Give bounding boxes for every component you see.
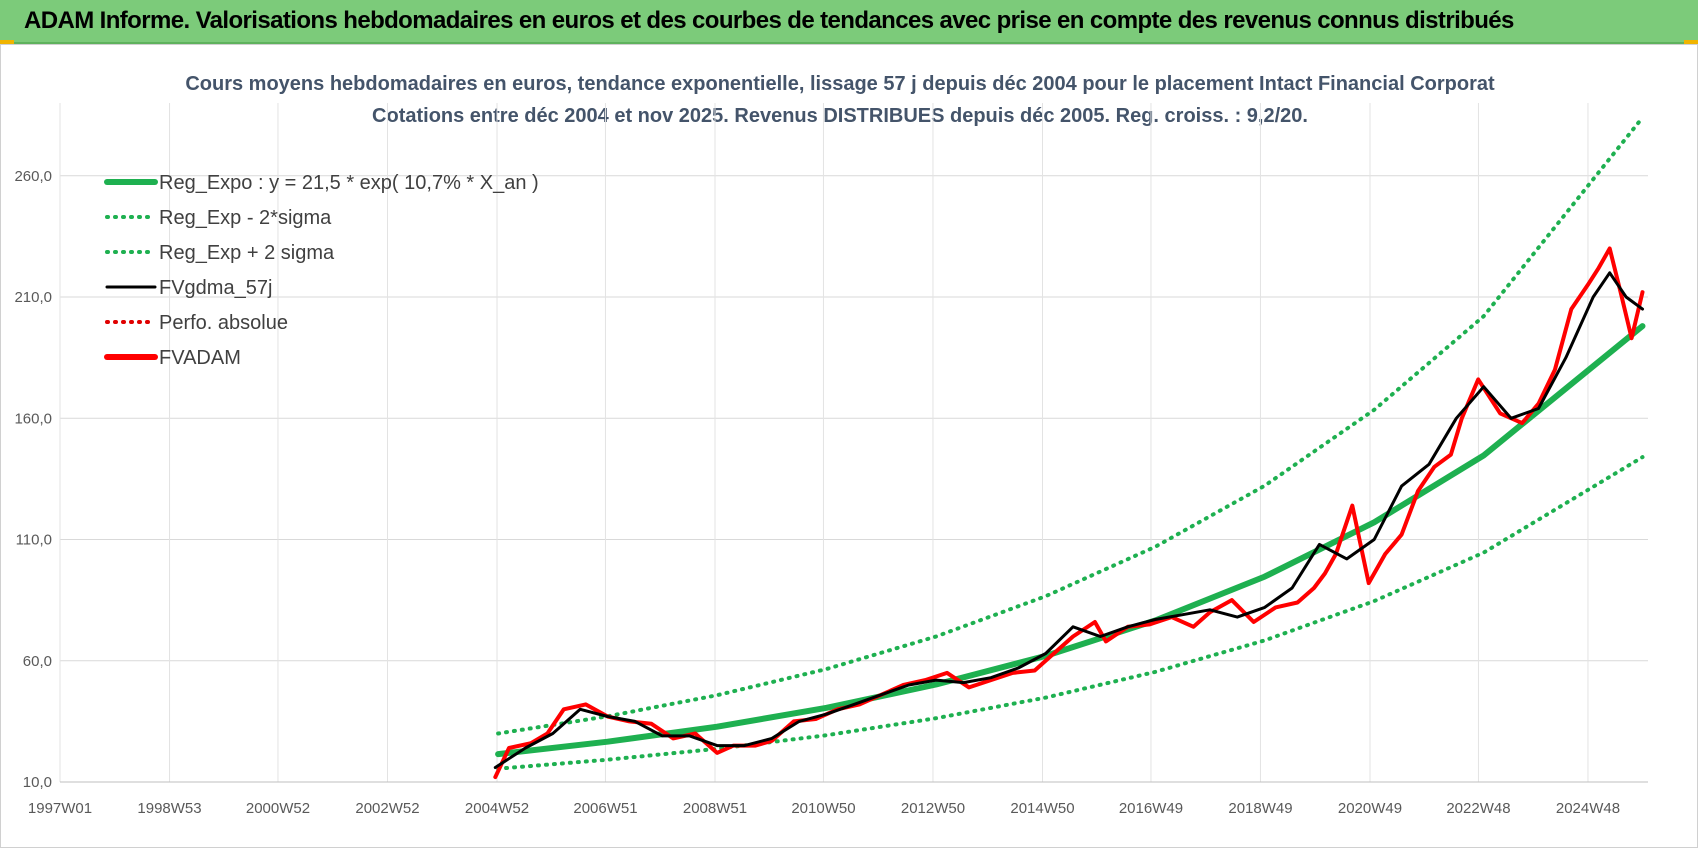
y-axis: 10,0 60,0 110,0 160,0 210,0 260,0 xyxy=(14,168,52,791)
legend-label: FVADAM xyxy=(159,347,241,369)
x-tick-label: 2022W48 xyxy=(1446,800,1510,817)
x-tick-label: 2004W52 xyxy=(465,800,529,817)
series-line-fvgdma-57j xyxy=(493,271,1644,769)
gridlines xyxy=(59,103,1648,783)
y-tick-label: 160,0 xyxy=(14,410,52,427)
legend-label: Reg_Exp - 2*sigma xyxy=(159,207,332,229)
x-tick-label: 2016W49 xyxy=(1119,800,1183,817)
x-tick-label: 2018W49 xyxy=(1228,800,1292,817)
x-tick-label: 2008W51 xyxy=(683,800,747,817)
series-line-reg-expo xyxy=(495,323,1646,758)
legend-label: Reg_Expo : y = 21,5 * exp( 10,7% * X_an … xyxy=(159,172,539,194)
x-tick-label: 2000W52 xyxy=(246,800,310,817)
y-tick-label: 110,0 xyxy=(16,532,52,549)
y-tick-label: 60,0 xyxy=(23,653,52,670)
legend-label: FVgdma_57j xyxy=(159,277,272,299)
x-axis: 1997W01 1998W53 2000W52 2002W52 2004W52 2006W… xyxy=(28,800,1620,817)
series-line-reg-minus-2sigma xyxy=(496,455,1645,771)
chart-subtitle: Cotations entre déc 2004 et nov 2025. Re… xyxy=(372,105,1308,127)
series-line-reg-plus-2sigma xyxy=(496,115,1645,736)
x-tick-label: 2014W50 xyxy=(1010,800,1074,817)
x-tick-label: 1997W01 xyxy=(28,800,92,817)
legend: Reg_Expo : y = 21,5 * exp( 10,7% * X_an … xyxy=(104,172,539,369)
legend-label: Perfo. absolue xyxy=(159,312,288,334)
x-tick-label: 2010W50 xyxy=(791,800,855,817)
y-tick-label: 260,0 xyxy=(14,168,52,185)
corner-marker xyxy=(0,40,14,45)
series-lines xyxy=(493,115,1646,780)
x-tick-label: 2020W49 xyxy=(1338,800,1402,817)
y-tick-label: 210,0 xyxy=(14,289,52,306)
x-tick-label: 2006W51 xyxy=(573,800,637,817)
corner-marker xyxy=(1684,40,1698,45)
x-tick-label: 2024W48 xyxy=(1556,800,1620,817)
legend-label: Reg_Exp + 2 sigma xyxy=(159,242,335,264)
x-tick-label: 1998W53 xyxy=(137,800,201,817)
report-banner: ADAM Informe. Valorisations hebdomadaire… xyxy=(0,0,1698,44)
y-tick-label: 10,0 xyxy=(23,774,52,791)
report-title: ADAM Informe. Valorisations hebdomadaire… xyxy=(24,7,1514,34)
x-tick-label: 2012W50 xyxy=(901,800,965,817)
x-tick-label: 2002W52 xyxy=(355,800,419,817)
chart-title: Cours moyens hebdomadaires en euros, ten… xyxy=(185,73,1495,95)
